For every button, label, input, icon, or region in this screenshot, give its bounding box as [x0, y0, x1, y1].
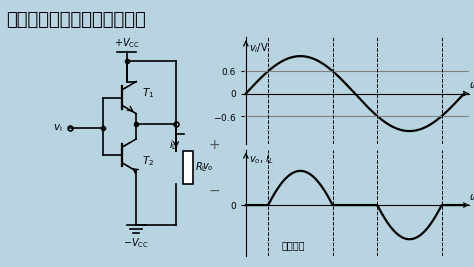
Text: $v_{\rm i}$: $v_{\rm i}$ [53, 123, 62, 134]
Text: $v_o$, $i_L$: $v_o$, $i_L$ [249, 152, 273, 166]
Text: $v_i$/V: $v_i$/V [249, 41, 268, 55]
Text: $i_{\rm L}$: $i_{\rm L}$ [169, 138, 177, 152]
Text: $\omega t$: $\omega t$ [469, 190, 474, 202]
Bar [182, 151, 193, 184]
Text: $+$: $+$ [208, 138, 220, 152]
Text: $-V_{\rm CC}$: $-V_{\rm CC}$ [123, 236, 149, 250]
Text: $R_{\rm L}$: $R_{\rm L}$ [195, 160, 207, 174]
Text: $\omega t$: $\omega t$ [469, 78, 474, 90]
Text: $T_2$: $T_2$ [142, 154, 154, 168]
Text: $-$: $-$ [208, 183, 220, 197]
Text: 交越失真: 交越失真 [282, 240, 305, 250]
Text: $+V_{\rm CC}$: $+V_{\rm CC}$ [114, 37, 140, 50]
Text: $v_{\rm o}$: $v_{\rm o}$ [202, 162, 213, 173]
Text: $T_1$: $T_1$ [142, 87, 155, 100]
Text: 乙类互补对称电路存在的问题: 乙类互补对称电路存在的问题 [6, 11, 146, 29]
